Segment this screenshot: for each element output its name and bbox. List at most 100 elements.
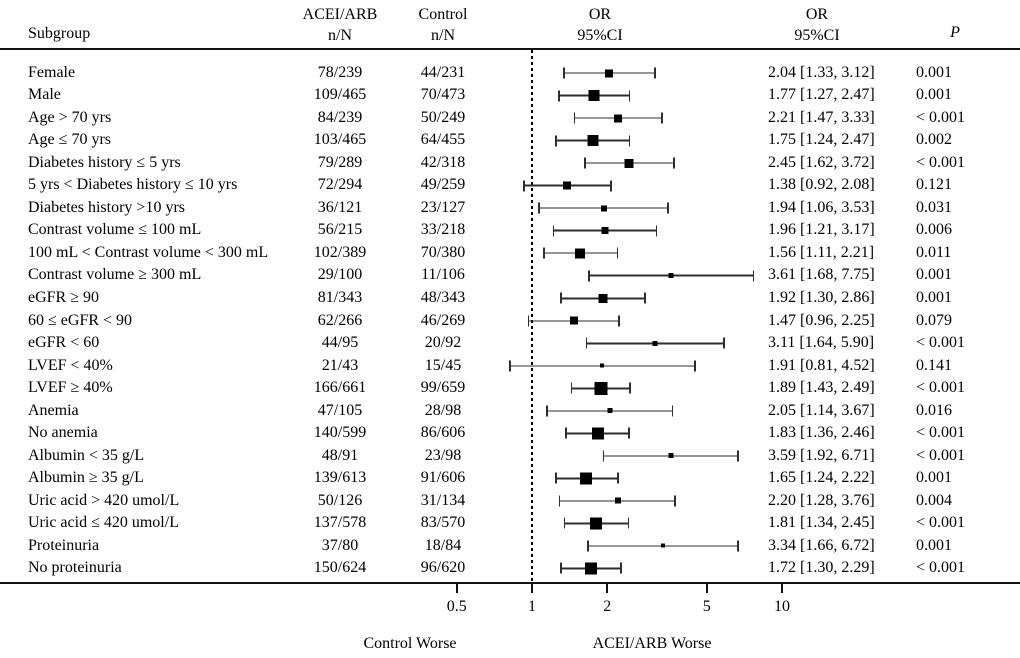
- subgroup-label: Age > 70 yrs: [28, 108, 112, 126]
- acei-arb-nn-value: 139/613: [313, 469, 367, 487]
- subgroup-label: Female: [28, 63, 76, 81]
- ci-upper-cap: [674, 495, 676, 507]
- column-header-p: P: [950, 24, 960, 41]
- ci-upper-cap: [629, 382, 632, 394]
- ci-whisker: [602, 450, 739, 462]
- ci-whisker: [558, 495, 676, 507]
- control-nn-value: 91/606: [420, 469, 466, 487]
- table-row: No anemia 140/599 86/606 1.83 [1.36, 2.4…: [0, 422, 1020, 445]
- ci-upper-cap: [628, 90, 631, 102]
- or-point-marker: [605, 69, 614, 78]
- or-point-marker: [624, 158, 634, 168]
- column-header-or-plot-line1: OR: [588, 6, 612, 23]
- table-row: 5 yrs < Diabetes history ≤ 10 yrs 72/294…: [0, 174, 1020, 197]
- or-ci-value: 1.91 [0.81, 4.52]: [768, 356, 875, 374]
- table-row: Uric acid ≤ 420 umol/L 137/578 83/570 1.…: [0, 512, 1020, 535]
- axis-tick-label: 2: [603, 598, 612, 615]
- or-point-marker: [598, 293, 608, 303]
- ci-upper-cap: [628, 427, 630, 439]
- column-header-or-plot: OR 95%CI: [550, 4, 650, 46]
- subgroup-label: Proteinuria: [28, 536, 100, 554]
- p-value: 0.001: [916, 63, 952, 81]
- control-nn-value: 15/45: [424, 356, 462, 374]
- column-header-acei-arb-line2: n/N: [328, 27, 352, 44]
- or-ci-value: 1.47 [0.96, 2.25]: [768, 311, 875, 329]
- or-point-marker: [575, 248, 586, 259]
- control-nn-value: 86/606: [420, 424, 466, 442]
- acei-arb-nn-value: 102/389: [313, 243, 367, 261]
- acei-arb-nn-value: 166/661: [313, 379, 367, 397]
- p-value: 0.121: [916, 176, 952, 194]
- ci-upper-cap: [655, 225, 658, 237]
- or-point-marker: [580, 472, 593, 485]
- acei-arb-nn-value: 150/624: [313, 559, 367, 577]
- p-value: 0.006: [916, 221, 952, 239]
- ci-whisker: [509, 360, 696, 372]
- ci-whisker: [560, 562, 622, 575]
- p-value: < 0.001: [916, 334, 966, 352]
- table-row: LVEF < 40% 21/43 15/45 1.91 [0.81, 4.52]…: [0, 355, 1020, 378]
- ci-whisker: [557, 90, 631, 102]
- ci-upper-cap: [673, 157, 675, 169]
- ci-whisker: [563, 517, 630, 530]
- p-value: 0.001: [916, 266, 952, 284]
- or-ci-value: 2.21 [1.47, 3.33]: [768, 108, 875, 126]
- ci-whisker: [585, 337, 725, 349]
- subgroup-label: Uric acid > 420 umol/L: [28, 491, 180, 509]
- ci-upper-cap: [661, 112, 663, 124]
- ci-upper-cap: [616, 472, 619, 484]
- axis-tick: [606, 584, 609, 593]
- acei-arb-nn-value: 62/266: [317, 311, 363, 329]
- acei-arb-nn-value: 44/95: [321, 334, 359, 352]
- or-point-marker: [660, 543, 665, 548]
- ci-upper-cap: [616, 247, 619, 259]
- ci-upper-cap: [694, 360, 696, 372]
- ci-whisker: [560, 292, 647, 304]
- acei-arb-nn-value: 48/91: [321, 446, 359, 464]
- acei-arb-nn-value: 79/289: [317, 153, 363, 171]
- ci-upper-cap: [737, 540, 739, 552]
- control-nn-value: 33/218: [420, 221, 466, 239]
- p-value: 0.004: [916, 491, 952, 509]
- subgroup-label: LVEF ≥ 40%: [28, 379, 113, 397]
- axis-tick-label: 5: [702, 598, 711, 615]
- table-row: Diabetes history >10 yrs 36/121 23/127 1…: [0, 197, 1020, 220]
- axis-tick-label: 0.5: [446, 598, 467, 615]
- table-row: 100 mL < Contrast volume < 300 mL 102/38…: [0, 242, 1020, 265]
- control-nn-value: 46/269: [420, 311, 466, 329]
- table-row: Proteinuria 37/80 18/84 3.34 [1.66, 6.72…: [0, 535, 1020, 558]
- or-point-marker: [652, 340, 658, 346]
- ci-whisker: [552, 225, 658, 237]
- subgroup-label: Age ≤ 70 yrs: [28, 131, 111, 149]
- ci-upper-cap: [667, 202, 669, 214]
- control-nn-value: 18/84: [424, 536, 462, 554]
- table-row: eGFR ≥ 90 81/343 48/343 1.92 [1.30, 2.86…: [0, 287, 1020, 310]
- table-row: Albumin ≥ 35 g/L 139/613 91/606 1.65 [1.…: [0, 467, 1020, 490]
- p-value: 0.011: [916, 243, 952, 261]
- ci-whisker: [570, 381, 632, 395]
- control-nn-value: 23/127: [420, 198, 466, 216]
- or-ci-value: 1.56 [1.11, 2.21]: [768, 243, 875, 261]
- control-nn-value: 50/249: [420, 108, 466, 126]
- axis-tick: [455, 584, 458, 593]
- or-ci-value: 1.83 [1.36, 2.46]: [768, 424, 875, 442]
- ci-whisker: [587, 540, 739, 552]
- table-row: LVEF ≥ 40% 166/661 99/659 1.89 [1.43, 2.…: [0, 377, 1020, 400]
- table-row: Contrast volume ≥ 300 mL 29/100 11/106 3…: [0, 264, 1020, 287]
- p-value: 0.001: [916, 469, 952, 487]
- or-point-marker: [584, 562, 597, 575]
- column-header-or-text-line2: 95%CI: [794, 27, 840, 44]
- control-nn-value: 44/231: [420, 63, 466, 81]
- table-row: Female 78/239 44/231 2.04 [1.33, 3.12] 0…: [0, 62, 1020, 85]
- acei-arb-nn-value: 36/121: [317, 198, 363, 216]
- p-value: 0.031: [916, 198, 952, 216]
- subgroup-label: No anemia: [28, 424, 98, 442]
- acei-arb-nn-value: 140/599: [313, 424, 367, 442]
- control-nn-value: 31/134: [420, 491, 466, 509]
- subgroup-label: LVEF < 40%: [28, 356, 113, 374]
- table-row: Albumin < 35 g/L 48/91 23/98 3.59 [1.92,…: [0, 445, 1020, 468]
- or-ci-value: 3.11 [1.64, 5.90]: [768, 334, 875, 352]
- axis-tick: [781, 584, 783, 593]
- ci-upper-cap: [644, 292, 647, 304]
- header-divider-line: [0, 48, 1020, 50]
